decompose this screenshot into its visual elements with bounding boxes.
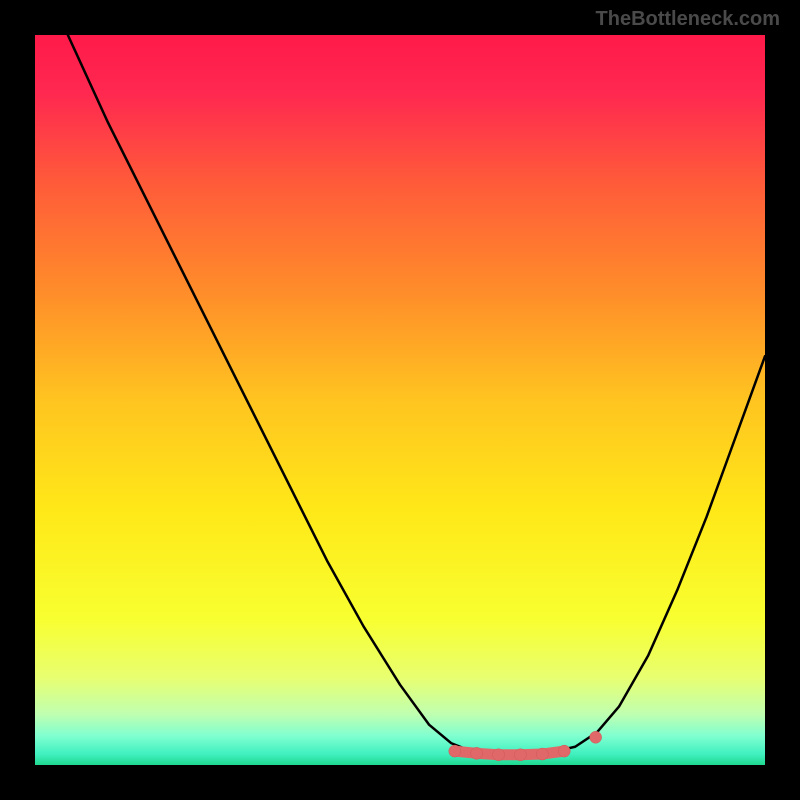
marker-dot <box>493 749 505 761</box>
chart-area <box>35 35 765 765</box>
marker-dot <box>536 748 548 760</box>
chart-svg <box>35 35 765 765</box>
marker-dot <box>449 745 461 757</box>
marker-dot <box>590 731 602 743</box>
marker-dot <box>514 749 526 761</box>
watermark-text: TheBottleneck.com <box>596 8 780 31</box>
gradient-background <box>35 35 765 765</box>
marker-dot <box>471 747 483 759</box>
marker-dot <box>558 745 570 757</box>
